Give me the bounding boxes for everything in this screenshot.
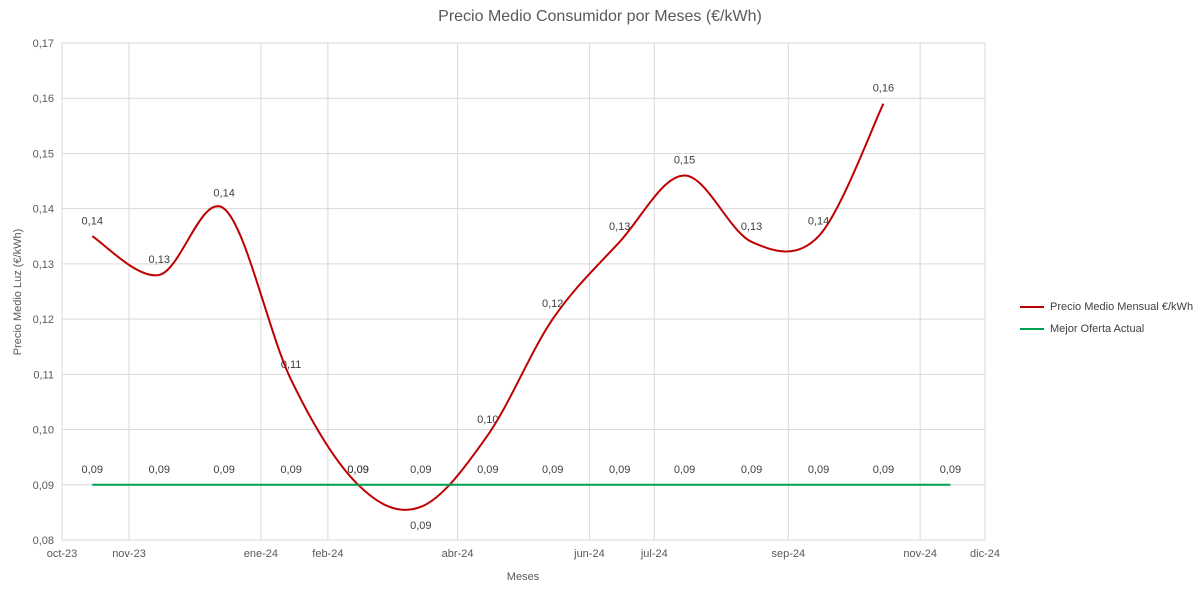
- legend-label: Precio Medio Mensual €/kWh: [1050, 301, 1194, 313]
- x-tick-label: feb-24: [312, 548, 343, 560]
- y-tick-label: 0,11: [33, 369, 54, 381]
- data-label: 0,09: [347, 464, 368, 476]
- data-label: 0,09: [410, 520, 431, 532]
- data-label: 0,09: [477, 464, 498, 476]
- y-tick-label: 0,12: [33, 314, 54, 326]
- gridlines: [61, 42, 986, 541]
- legend-item-mejor-oferta: Mejor Oferta Actual: [1020, 318, 1193, 340]
- y-tick-label: 0,13: [33, 259, 54, 271]
- x-tick-label: oct-23: [47, 548, 78, 560]
- data-label: 0,09: [347, 464, 368, 476]
- data-label: 0,14: [808, 215, 829, 227]
- series-line-precio-medio: [91, 103, 885, 511]
- data-label: 0,09: [873, 464, 894, 476]
- data-label: 0,09: [808, 464, 829, 476]
- data-label: 0,12: [542, 298, 563, 310]
- data-label: 0,09: [542, 464, 563, 476]
- x-tick-label: jul-24: [640, 548, 668, 560]
- data-label: 0,15: [674, 155, 695, 167]
- y-tick-label: 0,14: [33, 204, 54, 216]
- x-tick-label: ene-24: [244, 548, 278, 560]
- x-axis-title: Meses: [507, 571, 540, 583]
- y-tick-label: 0,15: [33, 148, 54, 160]
- legend-label: Mejor Oferta Actual: [1050, 323, 1145, 335]
- data-labels: 0,14 0,13 0,14 0,11 0,09 0,09 0,10 0,12 0,13 0,15…: [82, 83, 962, 532]
- x-tick-label: sep-24: [771, 548, 805, 560]
- y-tick-label: 0,10: [33, 425, 54, 437]
- y-tick-label: 0,17: [33, 38, 54, 50]
- data-label: 0,09: [674, 464, 695, 476]
- data-label: 0,09: [149, 464, 170, 476]
- data-label: 0,13: [609, 221, 630, 233]
- data-label: 0,09: [609, 464, 630, 476]
- data-label: 0,10: [477, 414, 498, 426]
- x-tick-label: dic-24: [970, 548, 1000, 560]
- x-tick-label: nov-23: [112, 548, 146, 560]
- data-label: 0,13: [149, 254, 170, 266]
- legend: Precio Medio Mensual €/kWh Mejor Oferta …: [1020, 296, 1193, 340]
- x-tick-labels: oct-23 nov-23 ene-24 feb-24 abr-24 jun-24 jul-…: [47, 548, 1000, 560]
- data-label: 0,09: [280, 464, 301, 476]
- data-label: 0,13: [741, 221, 762, 233]
- legend-swatch-red: [1020, 306, 1044, 308]
- y-axis-title: Precio Medio Luz (€/kWh): [12, 229, 24, 356]
- data-label: 0,09: [741, 464, 762, 476]
- data-label: 0,14: [213, 188, 234, 200]
- chart-title: Precio Medio Consumidor por Meses (€/kWh…: [438, 8, 762, 25]
- y-tick-labels: 0,08 0,09 0,10 0,11 0,12 0,13 0,14 0,15 0,16 0,17: [33, 38, 54, 547]
- y-tick-label: 0,09: [33, 480, 54, 492]
- x-tick-label: abr-24: [442, 548, 474, 560]
- y-tick-label: 0,08: [33, 535, 54, 547]
- x-tick-label: jun-24: [573, 548, 605, 560]
- legend-item-precio-medio: Precio Medio Mensual €/kWh: [1020, 296, 1193, 318]
- data-label: 0,09: [410, 464, 431, 476]
- data-label: 0,09: [213, 464, 234, 476]
- data-label: 0,09: [940, 464, 961, 476]
- legend-swatch-green: [1020, 328, 1044, 330]
- x-tick-label: nov-24: [903, 548, 937, 560]
- y-tick-label: 0,16: [33, 93, 54, 105]
- data-label: 0,14: [82, 215, 103, 227]
- data-label: 0,09: [82, 464, 103, 476]
- data-label: 0,11: [281, 359, 302, 371]
- series-lines: [91, 103, 951, 511]
- data-label: 0,16: [873, 83, 894, 95]
